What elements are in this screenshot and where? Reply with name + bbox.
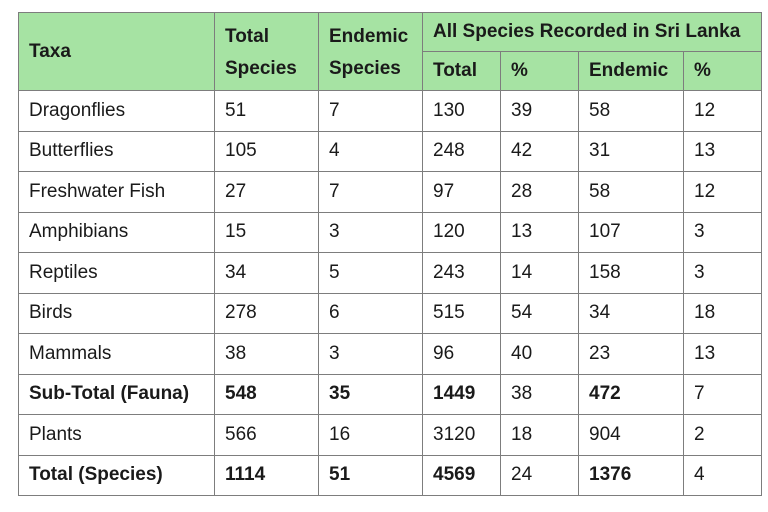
cell-total-species: 15	[214, 211, 319, 253]
cell-taxa: Birds	[18, 292, 215, 334]
cell-endemic-species: 3	[318, 211, 423, 253]
header-taxa: Taxa	[18, 12, 215, 91]
cell-sl-pct2: 12	[682, 171, 763, 213]
cell-sl-pct1: 54	[500, 292, 579, 334]
cell-taxa: Sub-Total (Fauna)	[18, 373, 215, 415]
cell-sl-pct2: 13	[682, 130, 763, 172]
cell-total-species: 34	[214, 252, 319, 294]
cell-taxa: Total (Species)	[18, 454, 215, 496]
cell-sl-pct1: 13	[500, 211, 579, 253]
cell-endemic-species: 6	[318, 292, 423, 334]
cell-sl-pct2: 4	[682, 454, 763, 496]
cell-taxa: Freshwater Fish	[18, 171, 215, 213]
cell-sl-pct1: 28	[500, 171, 579, 213]
table-row: Amphibians 15 3 120 13 107 3	[18, 211, 763, 253]
cell-sl-endemic: 34	[578, 292, 684, 334]
cell-sl-endemic: 23	[578, 333, 684, 375]
cell-sl-endemic: 158	[578, 252, 684, 294]
cell-endemic-species: 7	[318, 90, 423, 132]
cell-sl-pct2: 18	[682, 292, 763, 334]
cell-sl-pct2: 3	[682, 211, 763, 253]
cell-sl-total: 1449	[422, 373, 501, 415]
cell-sl-endemic: 31	[578, 130, 684, 172]
cell-sl-total: 248	[422, 130, 501, 172]
cell-taxa: Plants	[18, 414, 215, 456]
header-total-species-line2: Species	[225, 57, 297, 79]
cell-sl-pct1: 38	[500, 373, 579, 415]
cell-sl-pct1: 42	[500, 130, 579, 172]
cell-total-species: 566	[214, 414, 319, 456]
cell-sl-total: 243	[422, 252, 501, 294]
table-body: Dragonflies 51 7 130 39 58 12 Butterflie…	[18, 90, 763, 496]
cell-sl-total: 130	[422, 90, 501, 132]
table-row: Birds 278 6 515 54 34 18	[18, 292, 763, 334]
header-sl-pct2: %	[682, 51, 763, 91]
cell-sl-pct2: 7	[682, 373, 763, 415]
cell-total-species: 27	[214, 171, 319, 213]
cell-taxa: Mammals	[18, 333, 215, 375]
cell-sl-endemic: 107	[578, 211, 684, 253]
header-sl-total: Total	[422, 51, 501, 91]
header-total-species-line1: Total	[225, 25, 269, 47]
cell-taxa: Reptiles	[18, 252, 215, 294]
cell-sl-pct1: 14	[500, 252, 579, 294]
cell-total-species: 105	[214, 130, 319, 172]
cell-taxa: Butterflies	[18, 130, 215, 172]
cell-sl-pct2: 2	[682, 414, 763, 456]
header-endemic-species-line2: Species	[329, 57, 401, 79]
header-endemic-species-line1: Endemic	[329, 25, 409, 47]
table-row: Freshwater Fish 27 7 97 28 58 12	[18, 171, 763, 213]
cell-endemic-species: 16	[318, 414, 423, 456]
cell-total-species: 51	[214, 90, 319, 132]
header-total-species: Total Species	[214, 12, 319, 91]
cell-sl-endemic: 904	[578, 414, 684, 456]
cell-sl-total: 97	[422, 171, 501, 213]
header-sl-endemic: Endemic	[578, 51, 684, 91]
cell-taxa: Amphibians	[18, 211, 215, 253]
table-row: Mammals 38 3 96 40 23 13	[18, 333, 763, 375]
species-table: Taxa Total Species Endemic Species All S…	[18, 12, 763, 496]
cell-sl-total: 120	[422, 211, 501, 253]
cell-sl-pct1: 24	[500, 454, 579, 496]
cell-sl-pct1: 18	[500, 414, 579, 456]
header-all-species-group: All Species Recorded in Sri Lanka	[421, 12, 763, 52]
cell-total-species: 278	[214, 292, 319, 334]
cell-total-species: 1114	[214, 454, 319, 496]
cell-sl-endemic: 1376	[578, 454, 684, 496]
cell-endemic-species: 4	[318, 130, 423, 172]
cell-endemic-species: 3	[318, 333, 423, 375]
cell-sl-endemic: 472	[578, 373, 684, 415]
cell-sl-endemic: 58	[578, 171, 684, 213]
table-row: Plants 566 16 3120 18 904 2	[18, 414, 763, 456]
cell-endemic-species: 5	[318, 252, 423, 294]
table-row: Reptiles 34 5 243 14 158 3	[18, 252, 763, 294]
cell-sl-pct2: 12	[682, 90, 763, 132]
cell-total-species: 548	[214, 373, 319, 415]
cell-sl-pct2: 3	[682, 252, 763, 294]
cell-sl-total: 3120	[422, 414, 501, 456]
subtotal-row: Sub-Total (Fauna) 548 35 1449 38 472 7	[18, 373, 763, 415]
cell-sl-total: 4569	[422, 454, 501, 496]
cell-sl-pct1: 39	[500, 90, 579, 132]
header-endemic-species: Endemic Species	[318, 12, 423, 91]
cell-sl-total: 515	[422, 292, 501, 334]
cell-total-species: 38	[214, 333, 319, 375]
table-row: Dragonflies 51 7 130 39 58 12	[18, 90, 763, 132]
cell-sl-endemic: 58	[578, 90, 684, 132]
cell-endemic-species: 51	[318, 454, 423, 496]
table-row: Butterflies 105 4 248 42 31 13	[18, 130, 763, 172]
table-header: Taxa Total Species Endemic Species All S…	[18, 12, 763, 91]
cell-endemic-species: 35	[318, 373, 423, 415]
cell-sl-total: 96	[422, 333, 501, 375]
cell-sl-pct2: 13	[682, 333, 763, 375]
header-sl-pct1: %	[500, 51, 579, 91]
total-row: Total (Species) 1114 51 4569 24 1376 4	[18, 454, 763, 496]
cell-sl-pct1: 40	[500, 333, 579, 375]
cell-endemic-species: 7	[318, 171, 423, 213]
cell-taxa: Dragonflies	[18, 90, 215, 132]
